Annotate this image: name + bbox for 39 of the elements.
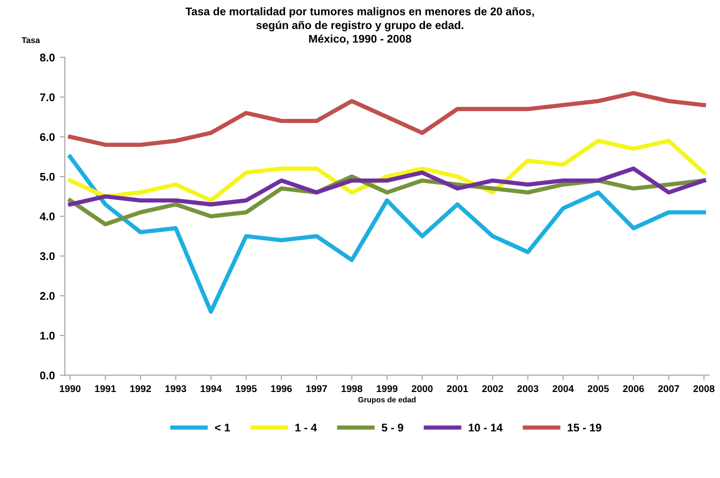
x-tick-label: 2007 — [658, 385, 680, 392]
y-tick-label: 8.0 — [40, 54, 55, 62]
y-tick-label: 2.0 — [40, 292, 55, 300]
y-tick-label: 7.0 — [40, 93, 55, 102]
y-tick-label: 6.0 — [40, 133, 55, 141]
y-tick-label: 1.0 — [40, 332, 55, 340]
line-series — [68, 166, 706, 206]
y-tick-label: 5.0 — [40, 172, 55, 181]
x-tick-label: 2008 — [693, 385, 714, 392]
x-tick-label: 1995 — [236, 385, 257, 392]
x-tick-label: 1999 — [376, 385, 398, 392]
line-series — [68, 138, 706, 202]
x-tick-label: 1993 — [166, 385, 186, 392]
legend-label: 1 - 4 — [295, 424, 317, 432]
y-tick-label: 0.0 — [40, 371, 55, 380]
y-tick-label: 4.0 — [40, 212, 55, 220]
x-tick-label: 2000 — [412, 385, 433, 392]
x-tick-label: 2003 — [517, 385, 538, 392]
x-tick-label: 1996 — [271, 385, 292, 392]
y-tick-label: 3.0 — [40, 252, 55, 260]
chart-title: Tasa de mortalidad por tumores malignos en menores de 20 años, según año de registro y grupo de edad. México, 1990 - 2008 — [185, 7, 534, 44]
x-tick-label: 1994 — [200, 385, 222, 392]
x-tick-label: 1991 — [95, 385, 116, 392]
legend-label: 5 - 9 — [382, 424, 404, 432]
line-series — [68, 91, 706, 147]
legend-label: 10 - 14 — [468, 424, 503, 432]
x-tick-label: 1997 — [306, 385, 327, 392]
x-tick-label: 2001 — [446, 385, 468, 392]
x-tick-label: 2005 — [588, 385, 609, 392]
legend-label: 15 - 19 — [568, 424, 602, 432]
x-tick-label: 2004 — [552, 385, 574, 392]
y-axis-title: Tasa — [22, 37, 40, 44]
x-tick-label: 2002 — [482, 385, 504, 392]
legend-label: < 1 — [214, 424, 230, 432]
line-series — [68, 154, 706, 314]
x-tick-label: 2006 — [623, 385, 644, 392]
x-tick-label: 1990 — [60, 385, 80, 392]
x-tick-label: 1998 — [342, 385, 362, 392]
x-tick-label: 1992 — [130, 385, 151, 392]
